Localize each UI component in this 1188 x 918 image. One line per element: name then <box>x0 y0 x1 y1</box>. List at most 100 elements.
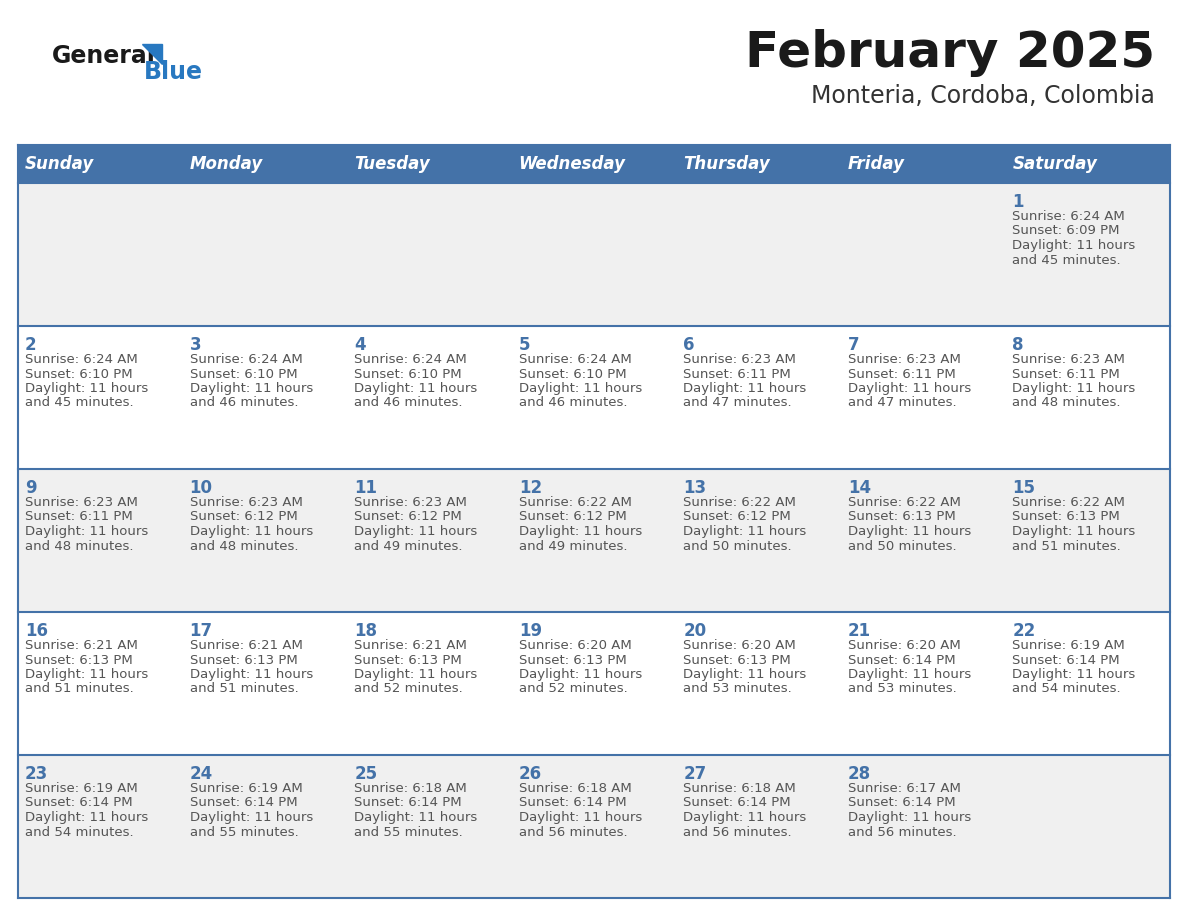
Text: Tuesday: Tuesday <box>354 155 430 173</box>
Text: Daylight: 11 hours: Daylight: 11 hours <box>190 525 312 538</box>
Text: 25: 25 <box>354 765 378 783</box>
Text: Sunset: 6:12 PM: Sunset: 6:12 PM <box>683 510 791 523</box>
Text: Daylight: 11 hours: Daylight: 11 hours <box>848 382 971 395</box>
Text: 2: 2 <box>25 336 37 354</box>
Text: 21: 21 <box>848 622 871 640</box>
Text: Sunset: 6:11 PM: Sunset: 6:11 PM <box>848 367 955 380</box>
Text: and 47 minutes.: and 47 minutes. <box>683 397 792 409</box>
Text: Sunrise: 6:23 AM: Sunrise: 6:23 AM <box>25 496 138 509</box>
Text: Sunrise: 6:19 AM: Sunrise: 6:19 AM <box>190 782 302 795</box>
Text: Daylight: 11 hours: Daylight: 11 hours <box>683 668 807 681</box>
Text: Sunrise: 6:22 AM: Sunrise: 6:22 AM <box>519 496 632 509</box>
Text: Sunset: 6:12 PM: Sunset: 6:12 PM <box>190 510 297 523</box>
Text: Daylight: 11 hours: Daylight: 11 hours <box>354 811 478 824</box>
Text: Wednesday: Wednesday <box>519 155 626 173</box>
Text: Sunrise: 6:20 AM: Sunrise: 6:20 AM <box>848 639 961 652</box>
Text: 13: 13 <box>683 479 707 497</box>
Text: 23: 23 <box>25 765 49 783</box>
Text: Daylight: 11 hours: Daylight: 11 hours <box>683 382 807 395</box>
Text: Daylight: 11 hours: Daylight: 11 hours <box>1012 382 1136 395</box>
Text: Sunrise: 6:21 AM: Sunrise: 6:21 AM <box>25 639 138 652</box>
Text: 27: 27 <box>683 765 707 783</box>
Text: Daylight: 11 hours: Daylight: 11 hours <box>1012 525 1136 538</box>
Text: and 49 minutes.: and 49 minutes. <box>519 540 627 553</box>
Text: Sunrise: 6:24 AM: Sunrise: 6:24 AM <box>190 353 302 366</box>
Text: Sunrise: 6:20 AM: Sunrise: 6:20 AM <box>683 639 796 652</box>
Text: Sunset: 6:09 PM: Sunset: 6:09 PM <box>1012 225 1120 238</box>
Text: Sunset: 6:13 PM: Sunset: 6:13 PM <box>1012 510 1120 523</box>
Text: Sunrise: 6:20 AM: Sunrise: 6:20 AM <box>519 639 632 652</box>
Text: and 56 minutes.: and 56 minutes. <box>848 825 956 838</box>
Text: Sunset: 6:10 PM: Sunset: 6:10 PM <box>519 367 626 380</box>
Text: Sunrise: 6:23 AM: Sunrise: 6:23 AM <box>848 353 961 366</box>
Text: Daylight: 11 hours: Daylight: 11 hours <box>190 811 312 824</box>
Text: 10: 10 <box>190 479 213 497</box>
Text: Daylight: 11 hours: Daylight: 11 hours <box>354 382 478 395</box>
Text: Sunset: 6:10 PM: Sunset: 6:10 PM <box>25 367 133 380</box>
Text: Sunset: 6:13 PM: Sunset: 6:13 PM <box>848 510 955 523</box>
Text: 22: 22 <box>1012 622 1036 640</box>
Text: Sunday: Sunday <box>25 155 94 173</box>
Text: 5: 5 <box>519 336 530 354</box>
Text: Daylight: 11 hours: Daylight: 11 hours <box>25 382 148 395</box>
Bar <box>512 145 676 183</box>
Bar <box>18 145 183 183</box>
Text: 1: 1 <box>1012 193 1024 211</box>
Text: Sunrise: 6:24 AM: Sunrise: 6:24 AM <box>354 353 467 366</box>
Text: Sunset: 6:14 PM: Sunset: 6:14 PM <box>354 797 462 810</box>
Text: Daylight: 11 hours: Daylight: 11 hours <box>683 525 807 538</box>
Text: and 52 minutes.: and 52 minutes. <box>519 682 627 696</box>
Text: and 53 minutes.: and 53 minutes. <box>848 682 956 696</box>
Text: Sunrise: 6:17 AM: Sunrise: 6:17 AM <box>848 782 961 795</box>
Text: Sunset: 6:13 PM: Sunset: 6:13 PM <box>519 654 626 666</box>
Text: Daylight: 11 hours: Daylight: 11 hours <box>1012 239 1136 252</box>
Bar <box>18 183 1170 326</box>
Text: and 51 minutes.: and 51 minutes. <box>25 682 134 696</box>
Text: Sunset: 6:11 PM: Sunset: 6:11 PM <box>683 367 791 380</box>
Text: February 2025: February 2025 <box>745 29 1155 77</box>
Text: 14: 14 <box>848 479 871 497</box>
Text: Friday: Friday <box>848 155 905 173</box>
Text: Daylight: 11 hours: Daylight: 11 hours <box>683 811 807 824</box>
Text: Sunrise: 6:24 AM: Sunrise: 6:24 AM <box>1012 210 1125 223</box>
Text: Sunrise: 6:23 AM: Sunrise: 6:23 AM <box>190 496 303 509</box>
Text: and 46 minutes.: and 46 minutes. <box>354 397 462 409</box>
Bar <box>18 469 1170 612</box>
Text: Sunset: 6:14 PM: Sunset: 6:14 PM <box>25 797 133 810</box>
Text: 11: 11 <box>354 479 377 497</box>
Text: 8: 8 <box>1012 336 1024 354</box>
Text: Sunset: 6:13 PM: Sunset: 6:13 PM <box>190 654 297 666</box>
Text: 7: 7 <box>848 336 859 354</box>
Text: and 48 minutes.: and 48 minutes. <box>190 540 298 553</box>
Text: Daylight: 11 hours: Daylight: 11 hours <box>354 525 478 538</box>
Text: Daylight: 11 hours: Daylight: 11 hours <box>519 525 642 538</box>
Text: and 56 minutes.: and 56 minutes. <box>519 825 627 838</box>
Text: Sunset: 6:11 PM: Sunset: 6:11 PM <box>25 510 133 523</box>
Text: Daylight: 11 hours: Daylight: 11 hours <box>25 668 148 681</box>
Text: Sunset: 6:14 PM: Sunset: 6:14 PM <box>1012 654 1120 666</box>
Text: Sunrise: 6:18 AM: Sunrise: 6:18 AM <box>354 782 467 795</box>
Text: Sunrise: 6:24 AM: Sunrise: 6:24 AM <box>25 353 138 366</box>
Text: Sunrise: 6:22 AM: Sunrise: 6:22 AM <box>1012 496 1125 509</box>
Text: Daylight: 11 hours: Daylight: 11 hours <box>190 668 312 681</box>
Text: and 50 minutes.: and 50 minutes. <box>683 540 792 553</box>
Bar <box>183 145 347 183</box>
Text: 26: 26 <box>519 765 542 783</box>
Text: and 56 minutes.: and 56 minutes. <box>683 825 792 838</box>
Text: Blue: Blue <box>144 60 203 84</box>
Text: 19: 19 <box>519 622 542 640</box>
Bar <box>18 326 1170 469</box>
Text: 4: 4 <box>354 336 366 354</box>
Text: 24: 24 <box>190 765 213 783</box>
Text: and 52 minutes.: and 52 minutes. <box>354 682 463 696</box>
Text: and 46 minutes.: and 46 minutes. <box>519 397 627 409</box>
Text: Sunrise: 6:21 AM: Sunrise: 6:21 AM <box>190 639 303 652</box>
Text: Sunset: 6:13 PM: Sunset: 6:13 PM <box>354 654 462 666</box>
Text: 15: 15 <box>1012 479 1036 497</box>
Text: and 55 minutes.: and 55 minutes. <box>190 825 298 838</box>
Text: Sunset: 6:13 PM: Sunset: 6:13 PM <box>683 654 791 666</box>
Text: Sunset: 6:14 PM: Sunset: 6:14 PM <box>848 797 955 810</box>
Text: and 45 minutes.: and 45 minutes. <box>25 397 133 409</box>
Text: Sunrise: 6:18 AM: Sunrise: 6:18 AM <box>519 782 632 795</box>
Text: 3: 3 <box>190 336 201 354</box>
